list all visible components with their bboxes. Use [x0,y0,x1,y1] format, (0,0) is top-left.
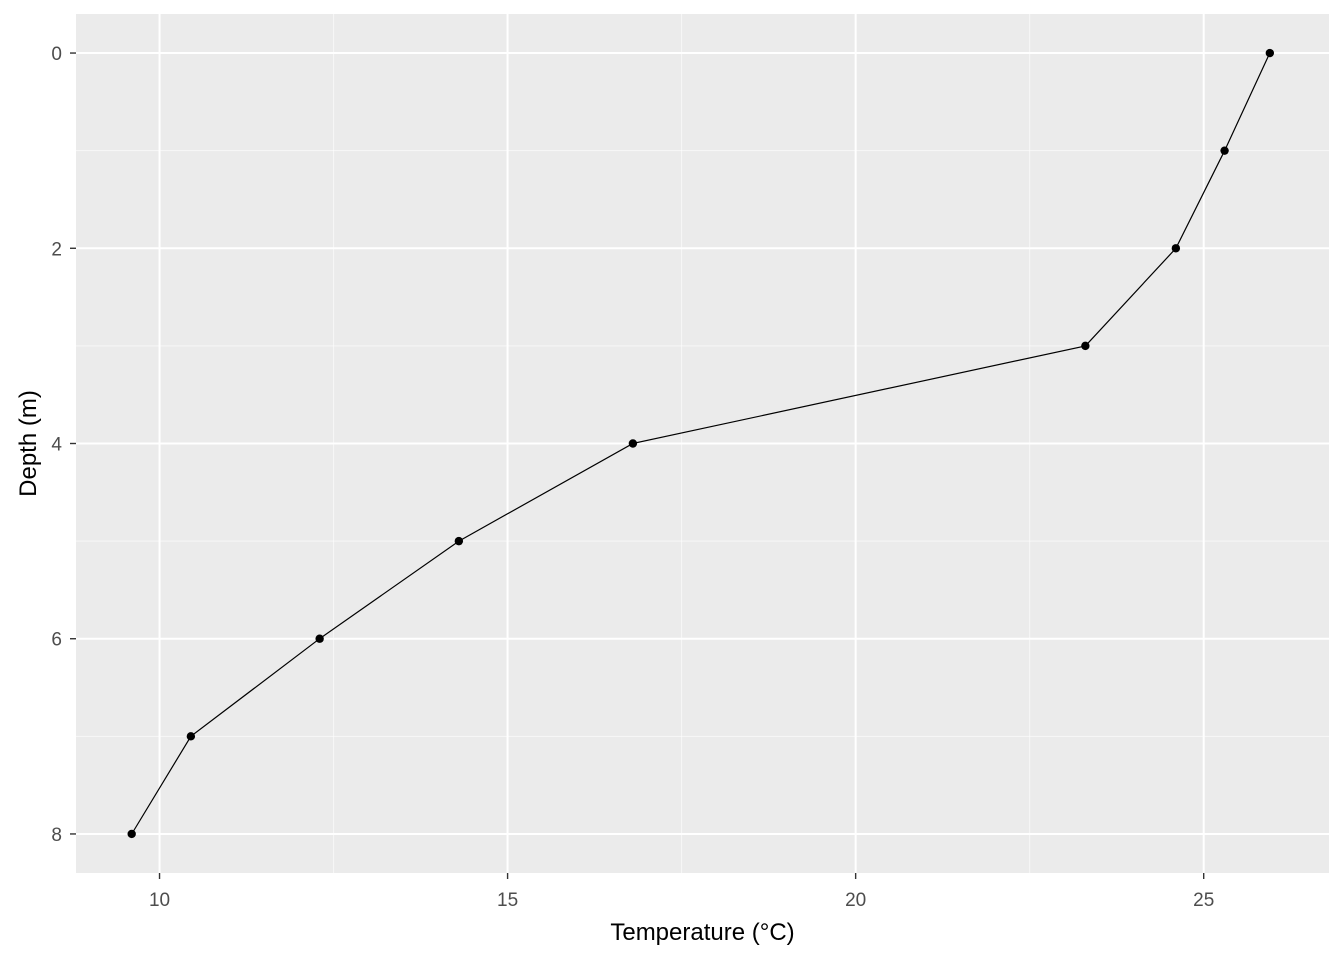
y-axis: 0 2 4 6 8 [51,44,76,846]
y-axis-title: Depth (m) [15,390,42,497]
x-axis-title: Temperature (°C) [610,919,794,946]
x-tick-label: 25 [1193,890,1214,911]
data-point [628,439,638,448]
major-gridlines [76,14,1329,873]
data-point [454,536,464,546]
y-tick-label: 2 [51,239,62,260]
y-tick-label: 8 [51,825,62,846]
y-tick-label: 4 [51,435,62,456]
data-point [186,732,196,741]
data-point [315,634,324,643]
data-point [1171,244,1181,253]
x-tick-label: 20 [845,890,866,911]
data-point [1265,48,1275,58]
data-point [1220,146,1229,155]
series-layer [127,48,1275,839]
data-point [127,829,136,839]
x-tick-label: 10 [149,890,170,911]
data-point [1081,341,1090,351]
x-axis: 10 15 20 25 [149,873,1214,911]
x-tick-label: 15 [497,890,518,911]
y-tick-label: 0 [51,44,62,65]
y-tick-label: 6 [51,630,62,651]
